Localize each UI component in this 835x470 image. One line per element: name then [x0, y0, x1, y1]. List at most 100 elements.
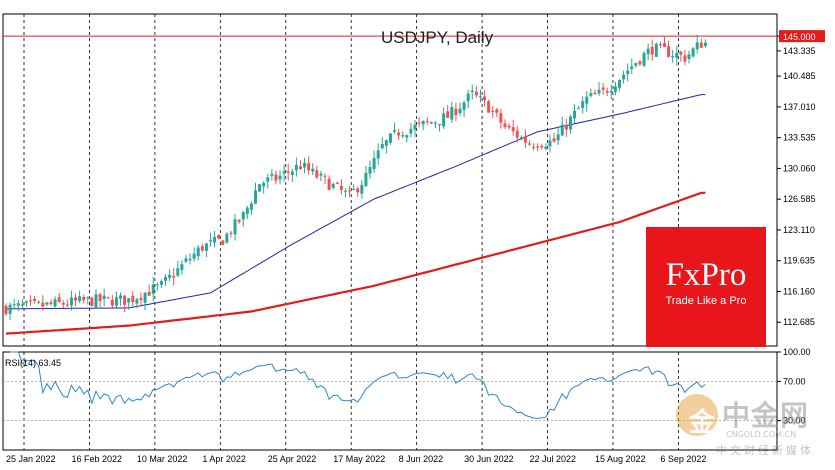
candle-body — [290, 171, 294, 176]
candle-body — [544, 146, 548, 149]
candle-body — [703, 42, 707, 47]
candle-body — [470, 90, 474, 93]
candle-body — [540, 145, 544, 148]
candle-body — [466, 93, 470, 102]
date-tick-label: 25 Jan 2022 — [6, 454, 56, 464]
candle-body — [487, 101, 491, 113]
price-tick-label: 119.635 — [783, 256, 815, 266]
watermark-subtitle: 中文财经新媒体 — [716, 444, 814, 457]
candle-body — [143, 292, 147, 303]
candle-body — [360, 184, 364, 194]
candle-body — [335, 182, 339, 184]
candle-body — [298, 166, 302, 170]
candle-body — [4, 305, 8, 315]
candle-body — [532, 147, 536, 149]
candle-body — [679, 51, 683, 55]
watermark-glyph: 金 — [689, 408, 716, 438]
candle-body — [303, 162, 307, 168]
candle-body — [662, 43, 666, 48]
candle-body — [364, 173, 368, 187]
candle-body — [515, 130, 519, 138]
candle-body — [683, 55, 687, 62]
candle-body — [53, 299, 57, 307]
candle-body — [274, 174, 278, 181]
candle-body — [528, 143, 532, 145]
candle-body — [127, 298, 131, 303]
candle-body — [519, 137, 523, 140]
candle-body — [536, 146, 540, 148]
candle-body — [135, 299, 139, 304]
candle-body — [119, 295, 123, 299]
candle-body — [499, 113, 503, 123]
candle-body — [646, 48, 650, 55]
candle-body — [323, 175, 327, 177]
candle-body — [49, 302, 53, 305]
candle-body — [37, 301, 41, 303]
candle-body — [286, 171, 290, 173]
rsi-tick-label: 70.00 — [783, 376, 806, 386]
candle-body — [176, 268, 180, 276]
candle-body — [192, 253, 196, 259]
fxpro-logo-tagline: Trade Like a Pro — [665, 295, 747, 307]
candle-body — [249, 203, 253, 210]
date-tick-label: 6 Sep 2022 — [660, 454, 706, 464]
candle-body — [12, 304, 16, 306]
candle-body — [425, 121, 429, 123]
candle-body — [164, 277, 168, 281]
candle-body — [20, 304, 24, 306]
candle-body — [204, 243, 208, 251]
chart-title: USDJPY, Daily — [381, 28, 494, 47]
candle-body — [196, 247, 200, 257]
candle-body — [548, 140, 552, 147]
price-tick-label: 116.160 — [783, 286, 815, 296]
candle-body — [478, 96, 482, 98]
candle-body — [217, 234, 221, 239]
candle-body — [593, 92, 597, 95]
candle-body — [282, 171, 286, 174]
candle-body — [687, 54, 691, 60]
candle-body — [33, 298, 37, 301]
candle-body — [397, 132, 401, 136]
candle-body — [74, 297, 78, 301]
candle-body — [474, 91, 478, 96]
candle-body — [213, 236, 217, 243]
candle-body — [433, 122, 437, 124]
candle-body — [343, 190, 347, 192]
candle-body — [102, 295, 106, 300]
candle-body — [200, 246, 204, 251]
candle-body — [458, 108, 462, 114]
candle-body — [61, 303, 65, 305]
candle-body — [409, 128, 413, 134]
current-price-badge — [779, 30, 825, 43]
rsi-tick-label: 30.00 — [783, 416, 806, 426]
candle-body — [523, 136, 527, 143]
candle-body — [393, 130, 397, 132]
candle-body — [172, 275, 176, 278]
candle-body — [429, 122, 433, 124]
candle-body — [225, 233, 229, 243]
candle-body — [245, 207, 249, 215]
price-tick-label: 137.010 — [783, 102, 816, 112]
candle-body — [131, 295, 135, 303]
candle-body — [184, 258, 188, 262]
main-panel-frame — [2, 13, 778, 347]
date-tick-label: 1 Apr 2022 — [202, 454, 246, 464]
rsi-panel-frame — [2, 351, 778, 451]
date-tick-label: 17 May 2022 — [333, 454, 385, 464]
candle-body — [421, 120, 425, 125]
candle-body — [667, 46, 671, 57]
candle-body — [278, 175, 282, 180]
candle-body — [188, 258, 192, 261]
candle-body — [24, 301, 28, 303]
candle-body — [315, 170, 319, 178]
candle-body — [658, 43, 662, 45]
candle-body — [352, 188, 356, 190]
candle-body — [348, 190, 352, 192]
candle-body — [462, 102, 466, 110]
ma50-line — [6, 94, 706, 310]
candle-body — [405, 135, 409, 138]
watermark-cn-text: 中金网 — [722, 399, 810, 432]
candle-body — [691, 48, 695, 57]
date-tick-label: 25 Apr 2022 — [268, 454, 317, 464]
